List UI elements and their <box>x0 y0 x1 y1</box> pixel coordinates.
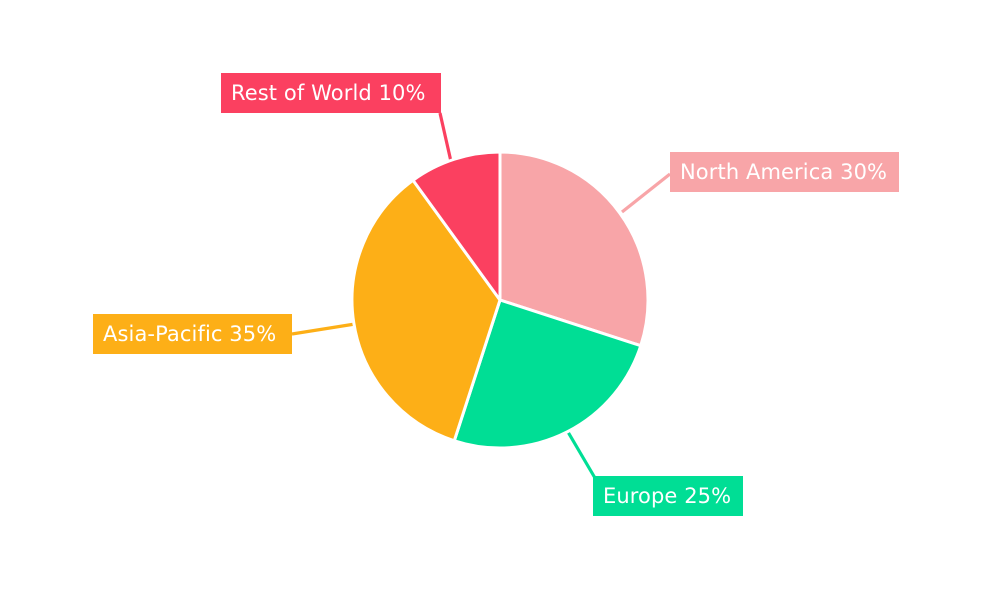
slice-label-asia-pacific[interactable]: Asia-Pacific 35% <box>93 314 292 354</box>
leader-line-group <box>291 112 671 479</box>
pie-slice-europe[interactable] <box>452 298 643 450</box>
slice-label-text: Europe 25% <box>603 483 732 508</box>
pie-slice-asia-pacific[interactable] <box>350 178 502 443</box>
slice-label-text: North America 30% <box>680 159 888 184</box>
slice-label-north-america[interactable]: North America 30% <box>670 152 899 192</box>
pie-slice-north-america[interactable] <box>498 150 650 348</box>
pie-slice-rest-of-world[interactable] <box>411 150 502 302</box>
leader-line-rest-of-world <box>438 112 454 167</box>
slice-label-text: Rest of World 10% <box>231 80 426 105</box>
slice-label-europe[interactable]: Europe 25% <box>593 476 743 516</box>
leader-line-asia-pacific <box>291 322 356 336</box>
leader-line-europe <box>566 431 597 479</box>
slice-label-text: Asia-Pacific 35% <box>103 321 277 346</box>
pie-slice-group <box>350 150 650 450</box>
slice-label-rest-of-world[interactable]: Rest of World 10% <box>221 73 441 113</box>
leader-line-north-america <box>621 172 671 214</box>
